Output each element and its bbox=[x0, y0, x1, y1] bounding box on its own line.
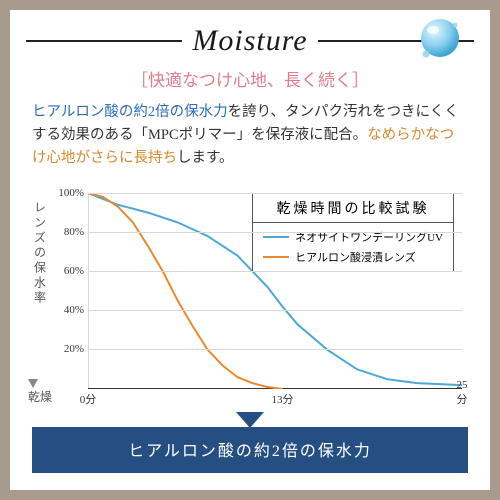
legend-row: ヒアルロン酸浸漬レンズ bbox=[263, 249, 443, 265]
water-drop-icon bbox=[418, 16, 462, 60]
description-segment: ヒアルロン酸の約2倍の保水力 bbox=[32, 104, 228, 120]
y-tick-label: 80% bbox=[48, 226, 84, 238]
y-tick-label: 60% bbox=[48, 265, 84, 277]
legend-title: 乾燥時間の比較試験 bbox=[253, 194, 453, 223]
x-tick-label: 0分 bbox=[80, 391, 97, 407]
x-tick-label: 25分 bbox=[457, 379, 468, 407]
description-segment: します。 bbox=[177, 150, 234, 166]
description: ヒアルロン酸の約2倍の保水力を誇り、タンパク汚れをつきにくくする効果のある「MP… bbox=[10, 91, 490, 179]
moisture-chart: レンズの保水率 乾燥 乾燥時間の比較試験 ネオサイトワンデーリングUVヒアルロン… bbox=[32, 183, 468, 473]
x-tick-label: 13分 bbox=[271, 391, 293, 407]
banner: ヒアルロン酸の約2倍の保水力 bbox=[32, 427, 468, 473]
y-tick-label: 100% bbox=[48, 187, 84, 199]
page-title: Moisture bbox=[192, 24, 307, 58]
arrow-down-icon bbox=[28, 379, 38, 388]
pointer-down-icon bbox=[236, 412, 264, 428]
y-axis-label-bottom: 乾燥 bbox=[28, 388, 52, 405]
y-tick-label: 20% bbox=[48, 343, 84, 355]
y-tick-label: 40% bbox=[48, 304, 84, 316]
subtitle: ［快適なつけ心地、長く続く］ bbox=[10, 66, 490, 91]
y-axis-label: レンズの保水率 bbox=[32, 201, 49, 306]
